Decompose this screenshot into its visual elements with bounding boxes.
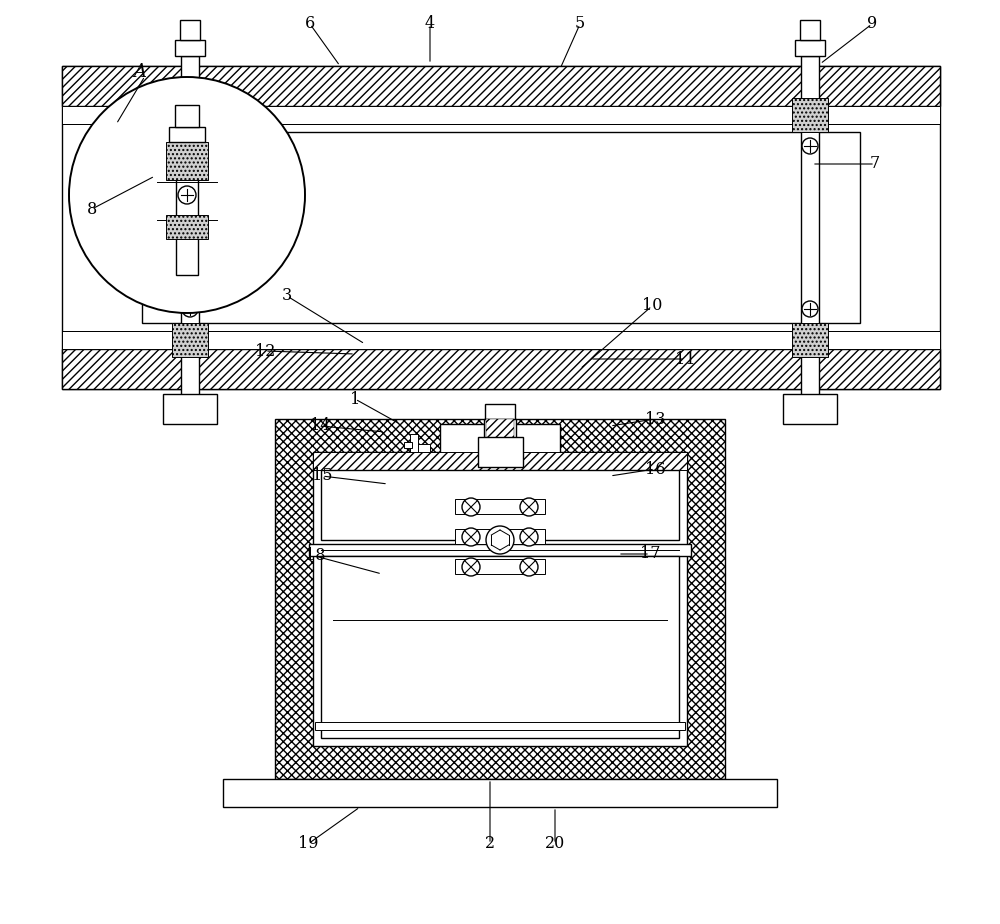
Circle shape bbox=[802, 138, 818, 154]
Bar bbox=[181, 56, 199, 399]
Text: 6: 6 bbox=[305, 16, 315, 32]
Bar bbox=[321, 556, 679, 738]
Bar bbox=[169, 127, 205, 142]
Bar bbox=[486, 419, 514, 479]
Bar bbox=[410, 434, 418, 452]
Circle shape bbox=[69, 77, 305, 313]
Bar bbox=[455, 559, 545, 574]
Text: 8: 8 bbox=[87, 201, 97, 217]
Bar bbox=[62, 66, 940, 389]
Bar bbox=[142, 132, 860, 323]
Bar bbox=[792, 98, 828, 132]
Circle shape bbox=[802, 301, 818, 317]
Bar bbox=[62, 66, 940, 106]
Text: 14: 14 bbox=[310, 418, 330, 434]
Circle shape bbox=[520, 558, 538, 576]
Text: 20: 20 bbox=[545, 835, 565, 853]
Bar bbox=[313, 452, 687, 746]
Text: 19: 19 bbox=[298, 835, 318, 853]
Circle shape bbox=[182, 138, 198, 154]
Bar bbox=[800, 20, 820, 40]
Text: 3: 3 bbox=[282, 287, 292, 305]
Text: A: A bbox=[134, 63, 146, 81]
Bar bbox=[795, 40, 825, 56]
Bar bbox=[321, 470, 679, 540]
Bar bbox=[792, 323, 828, 357]
Bar bbox=[455, 529, 545, 544]
Bar bbox=[455, 499, 545, 514]
Text: 5: 5 bbox=[575, 16, 585, 32]
Circle shape bbox=[182, 301, 198, 317]
Circle shape bbox=[178, 186, 196, 204]
Bar bbox=[172, 98, 208, 132]
Text: 1: 1 bbox=[350, 391, 360, 407]
Bar bbox=[180, 20, 200, 40]
Bar bbox=[478, 437, 523, 467]
Bar bbox=[440, 424, 560, 479]
Text: 17: 17 bbox=[640, 545, 660, 563]
Text: 4: 4 bbox=[425, 16, 435, 32]
Bar bbox=[172, 323, 208, 357]
Bar bbox=[404, 442, 412, 448]
Text: 13: 13 bbox=[645, 410, 665, 428]
Bar bbox=[175, 40, 205, 56]
Text: 10: 10 bbox=[642, 298, 662, 314]
Circle shape bbox=[520, 528, 538, 546]
Bar bbox=[275, 419, 725, 779]
Text: 15: 15 bbox=[312, 468, 332, 484]
Circle shape bbox=[520, 498, 538, 516]
Bar bbox=[223, 779, 777, 807]
Text: 7: 7 bbox=[870, 155, 880, 173]
Bar bbox=[484, 419, 516, 479]
Circle shape bbox=[486, 526, 514, 554]
Bar bbox=[62, 349, 940, 389]
Text: 16: 16 bbox=[645, 460, 665, 478]
Text: 9: 9 bbox=[867, 16, 877, 32]
Circle shape bbox=[462, 498, 480, 516]
Circle shape bbox=[462, 558, 480, 576]
Bar bbox=[163, 394, 217, 424]
Bar bbox=[62, 106, 940, 124]
Bar bbox=[176, 120, 198, 275]
Bar bbox=[309, 544, 691, 556]
Text: 11: 11 bbox=[675, 350, 695, 368]
Text: 2: 2 bbox=[485, 835, 495, 853]
Circle shape bbox=[462, 528, 480, 546]
Text: 12: 12 bbox=[255, 343, 275, 359]
Bar bbox=[166, 215, 208, 239]
Bar bbox=[410, 444, 430, 452]
Text: 18: 18 bbox=[305, 548, 325, 565]
Bar bbox=[783, 394, 837, 424]
Bar bbox=[166, 142, 208, 180]
Bar bbox=[315, 722, 685, 730]
Bar bbox=[175, 105, 199, 127]
Bar bbox=[801, 56, 819, 399]
Bar bbox=[313, 452, 687, 470]
Bar bbox=[485, 404, 515, 424]
Bar bbox=[62, 331, 940, 349]
